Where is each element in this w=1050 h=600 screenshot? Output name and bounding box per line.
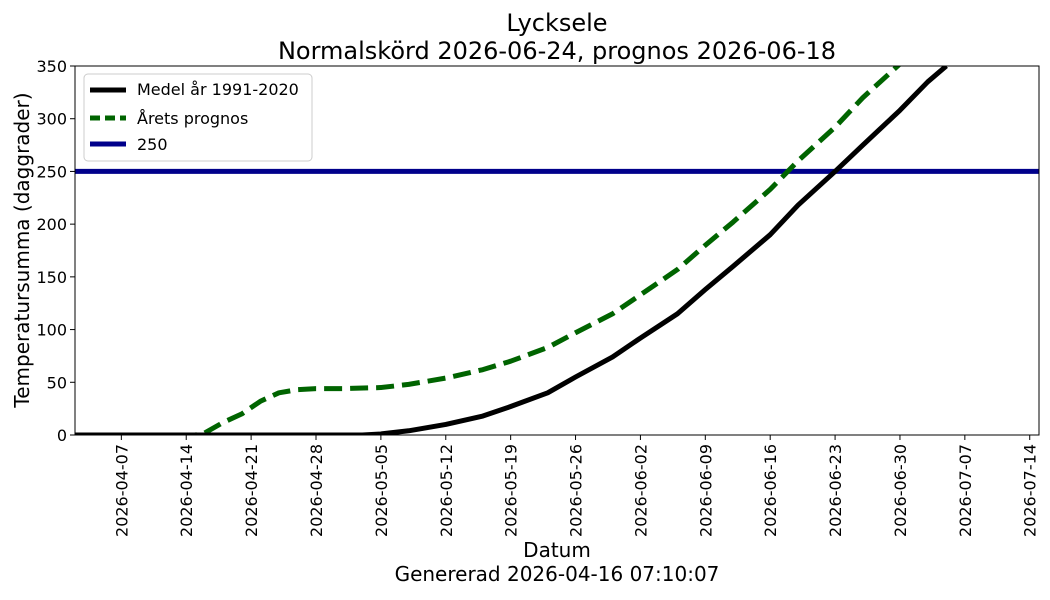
- x-tick-label: 2026-04-07: [112, 444, 131, 537]
- y-tick-label: 300: [36, 110, 67, 129]
- y-axis-label: Temperatursumma (daggrader): [10, 92, 34, 408]
- x-tick-label: 2026-06-16: [761, 444, 780, 537]
- legend-label-threshold: 250: [137, 135, 168, 154]
- x-tick-label: 2026-07-07: [956, 444, 975, 537]
- x-tick-label: 2026-06-30: [891, 444, 910, 537]
- x-tick-label: 2026-04-14: [177, 444, 196, 537]
- y-tick-label: 150: [36, 268, 67, 287]
- x-tick-label: 2026-06-02: [631, 444, 650, 537]
- x-tick-label: 2026-04-28: [307, 444, 326, 537]
- legend-box: [83, 73, 313, 162]
- x-tick-label: 2026-05-12: [437, 444, 456, 537]
- x-axis-label: Datum: [523, 538, 591, 562]
- y-tick-label: 100: [36, 321, 67, 340]
- series-lines: [75, 66, 1039, 435]
- x-tick-label: 2026-05-05: [372, 444, 391, 537]
- chart-title: Lycksele: [506, 9, 607, 37]
- y-tick-label: 350: [36, 57, 67, 76]
- generated-timestamp: Genererad 2026-04-16 07:10:07: [395, 562, 720, 586]
- legend: Medel år 1991-2020 Årets prognos 250: [83, 73, 313, 162]
- series-line-rets-prognos: [75, 66, 902, 435]
- y-tick-label: 0: [57, 426, 67, 445]
- x-tick-label: 2026-05-26: [567, 444, 586, 537]
- x-tick-label: 2026-04-21: [242, 444, 261, 537]
- y-tick-label: 250: [36, 162, 67, 181]
- y-tick-label: 200: [36, 215, 67, 234]
- x-axis: 2026-04-07 2026-04-14 2026-04-21 2026-04-28…: [112, 435, 1040, 537]
- plot-frame: [74, 65, 1040, 436]
- chart-subtitle: Normalskörd 2026-06-24, prognos 2026-06-…: [278, 37, 836, 65]
- x-tick-label: 2026-05-19: [502, 444, 521, 537]
- y-tick-label: 50: [47, 373, 67, 392]
- legend-label-mean: Medel år 1991-2020: [137, 80, 299, 99]
- series-line-medel-r-1991-2020: [75, 66, 948, 435]
- legend-label-forecast: Årets prognos: [137, 109, 248, 128]
- x-tick-label: 2026-06-23: [826, 444, 845, 537]
- y-axis: 0 50 100 150 200 250 300 350: [36, 57, 75, 445]
- x-tick-label: 2026-07-14: [1021, 444, 1040, 537]
- x-tick-label: 2026-06-09: [696, 444, 715, 537]
